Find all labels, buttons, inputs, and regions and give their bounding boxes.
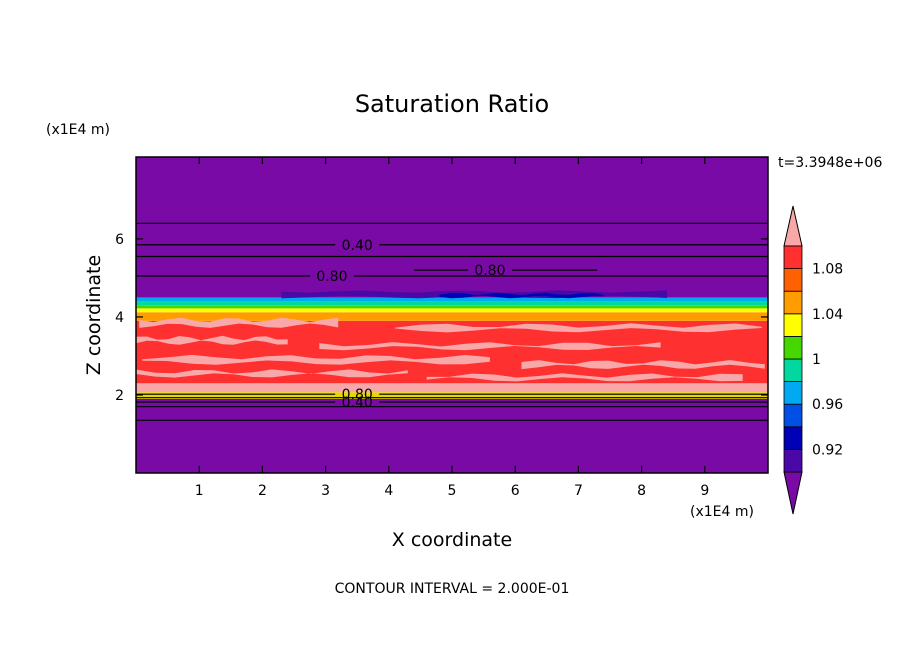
pink-streak-4 (142, 354, 490, 365)
y-unit-label: (x1E4 m) (46, 122, 110, 138)
pink-streak-6 (136, 369, 408, 378)
contour-band-1 (136, 392, 768, 399)
x-tick-label-1: 2 (258, 483, 267, 499)
pink-streak-2 (136, 335, 288, 345)
chart-title: Saturation Ratio (355, 90, 549, 118)
x-unit-label: (x1E4 m) (690, 504, 754, 520)
colorbar-swatch-9 (783, 245, 803, 270)
x-tick-label-8: 9 (700, 483, 709, 499)
colorbar-swatch-4 (783, 358, 803, 383)
time-label: t=3.3948e+06 (778, 155, 882, 171)
y-axis-ticks: 2 4 6 (115, 232, 768, 404)
colorbar: 1.08 1.04 1 0.96 0.92 (783, 205, 843, 515)
contour-label-4: 0.80 (474, 263, 505, 279)
colorbar-high-arrow (783, 205, 803, 247)
contour-fill-area (136, 157, 768, 473)
colorbar-swatch-1 (783, 426, 803, 450)
x-tick-label-6: 7 (574, 483, 583, 499)
y-tick-label-2: 6 (115, 232, 124, 248)
colorbar-label-3: 0.96 (812, 397, 843, 413)
y-tick-label-0: 2 (115, 388, 124, 404)
x-tick-label-0: 1 (195, 483, 204, 499)
colorbar-label-2: 1 (812, 352, 821, 368)
pink-streak-0 (139, 317, 339, 328)
colorbar-label-1: 1.04 (812, 307, 843, 323)
colorbar-swatch-6 (783, 313, 803, 337)
colorbar-swatch-0 (783, 448, 803, 473)
contour-label-1: 0.40 (342, 238, 373, 254)
colorbar-swatch-2 (783, 403, 803, 428)
pink-streak-3 (319, 342, 661, 351)
colorbar-swatch-8 (783, 268, 803, 292)
y-axis-label: Z coordinate (83, 255, 105, 375)
dark-region-1 (439, 292, 604, 299)
x-tick-label-7: 8 (637, 483, 646, 499)
contour-label-5: 0.80 (342, 387, 373, 403)
x-tick-label-5: 6 (511, 483, 520, 499)
x-tick-label-3: 4 (384, 483, 393, 499)
contour-band-8 (136, 297, 768, 302)
contour-lines: 0.400.80 0.800.800.40 (136, 222, 768, 421)
x-tick-label-4: 5 (448, 483, 457, 499)
contour-band-9 (136, 157, 768, 298)
pink-streak-1 (395, 323, 762, 333)
pink-streak-5 (521, 360, 765, 370)
contour-band-5 (136, 308, 768, 313)
x-tick-label-2: 3 (321, 483, 330, 499)
contour-band-4 (136, 312, 768, 321)
colorbar-low-arrow (783, 471, 803, 515)
contour-label-3: 0.80 (316, 269, 347, 285)
colorbar-swatch-3 (783, 381, 803, 405)
colorbar-label-0: 1.08 (812, 262, 843, 278)
y-tick-label-1: 4 (115, 310, 124, 326)
colorbar-swatch-5 (783, 335, 803, 360)
colorbar-swatch-7 (783, 290, 803, 315)
x-axis-ticks: 1 2 3 4 5 6 7 8 9 (195, 157, 709, 499)
contour-interval-footer: CONTOUR INTERVAL = 2.000E-01 (335, 581, 570, 597)
x-axis-label: X coordinate (392, 529, 512, 551)
pink-streak-7 (426, 373, 743, 382)
contour-band-0 (136, 398, 768, 473)
contour-band-7 (136, 301, 768, 306)
contour-band-6 (136, 305, 768, 309)
contour-label-7: 0.40 (342, 395, 373, 411)
contour-band-2 (136, 383, 768, 393)
colorbar-label-4: 0.92 (812, 442, 843, 458)
